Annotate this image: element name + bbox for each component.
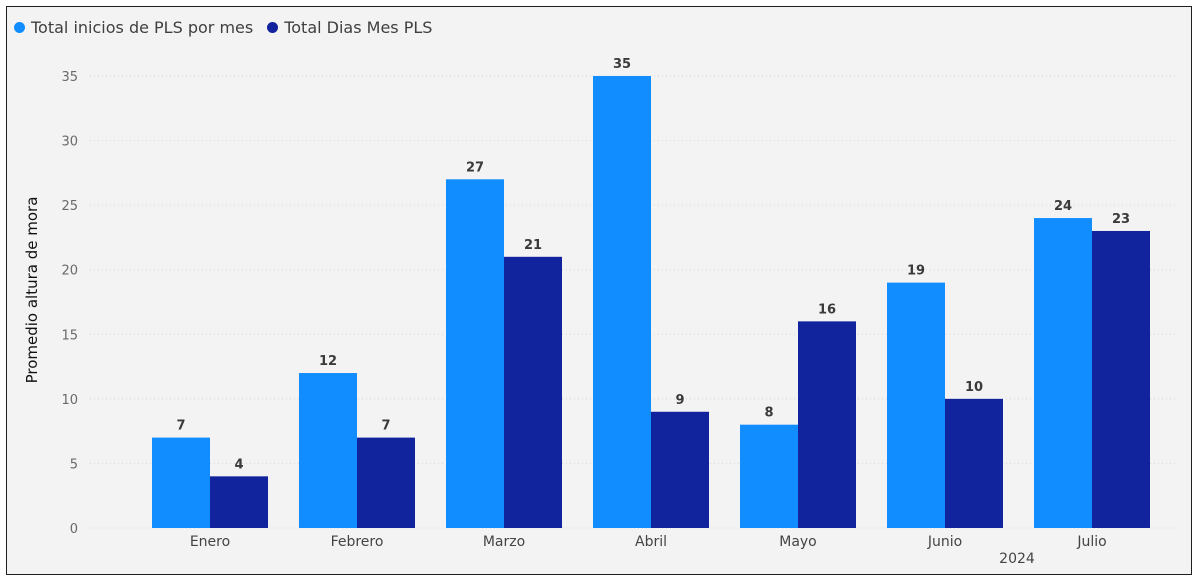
data-label: 10 — [965, 380, 983, 395]
data-label: 4 — [234, 457, 243, 472]
bar-2-marzo[interactable] — [504, 256, 562, 528]
y-tick-label: 0 — [70, 522, 78, 537]
legend-dot-series-1 — [14, 22, 25, 33]
data-label: 35 — [613, 57, 631, 72]
x-axis-group-label: 2024 — [999, 551, 1035, 567]
bar-1-junio[interactable] — [887, 282, 945, 528]
bar-1-marzo[interactable] — [446, 179, 504, 529]
y-axis-ticks: 0 5 10 15 20 25 30 35 — [61, 70, 78, 537]
y-tick-label: 20 — [61, 264, 78, 279]
data-label: 27 — [466, 160, 484, 175]
data-label: 19 — [907, 264, 925, 279]
y-tick-label: 25 — [61, 199, 78, 214]
data-label: 21 — [524, 238, 542, 253]
data-labels: 7 4 12 7 27 21 35 9 8 16 19 10 24 23 — [176, 57, 1130, 472]
y-tick-label: 30 — [61, 135, 78, 150]
legend-item-series-1[interactable]: Total inicios de PLS por mes — [14, 18, 253, 37]
bar-1-enero[interactable] — [152, 437, 210, 528]
bars — [152, 76, 1150, 529]
data-label: 16 — [818, 302, 836, 317]
category-label-enero: Enero — [190, 534, 230, 550]
category-label-julio: Julio — [1076, 534, 1106, 550]
bar-1-febrero[interactable] — [299, 373, 357, 528]
category-label-mayo: Mayo — [779, 534, 817, 550]
legend: Total inicios de PLS por mes Total Dias … — [14, 18, 432, 37]
data-label: 8 — [764, 406, 773, 421]
bar-2-enero[interactable] — [210, 476, 268, 528]
y-tick-label: 15 — [61, 328, 78, 343]
category-label-abril: Abril — [635, 534, 667, 550]
data-label: 7 — [381, 419, 390, 434]
legend-item-series-2[interactable]: Total Dias Mes PLS — [267, 18, 432, 37]
legend-label-series-2: Total Dias Mes PLS — [284, 18, 433, 37]
data-label: 12 — [319, 354, 337, 369]
bar-1-julio[interactable] — [1034, 218, 1092, 529]
bar-2-junio[interactable] — [945, 398, 1003, 528]
bar-2-mayo[interactable] — [798, 321, 856, 528]
y-tick-label: 10 — [61, 393, 78, 408]
y-tick-label: 35 — [61, 70, 78, 85]
y-axis-title: Promedio altura de mora — [23, 197, 41, 384]
bar-1-abril[interactable] — [593, 76, 651, 528]
data-label: 24 — [1054, 199, 1072, 214]
data-label: 9 — [675, 393, 684, 408]
legend-label-series-1: Total inicios de PLS por mes — [31, 18, 254, 37]
bar-2-abril[interactable] — [651, 411, 709, 528]
x-axis-categories: Enero Febrero Marzo Abril Mayo Junio Julio — [190, 534, 1107, 550]
category-label-junio: Junio — [927, 534, 962, 550]
legend-dot-series-2 — [267, 22, 279, 33]
category-label-febrero: Febrero — [331, 534, 384, 550]
category-label-marzo: Marzo — [483, 534, 525, 550]
bar-1-mayo[interactable] — [740, 424, 798, 528]
bar-2-julio[interactable] — [1092, 230, 1150, 528]
y-tick-label: 5 — [70, 457, 78, 472]
bar-2-febrero[interactable] — [357, 437, 415, 528]
data-label: 7 — [176, 419, 185, 434]
data-label: 23 — [1112, 212, 1130, 227]
